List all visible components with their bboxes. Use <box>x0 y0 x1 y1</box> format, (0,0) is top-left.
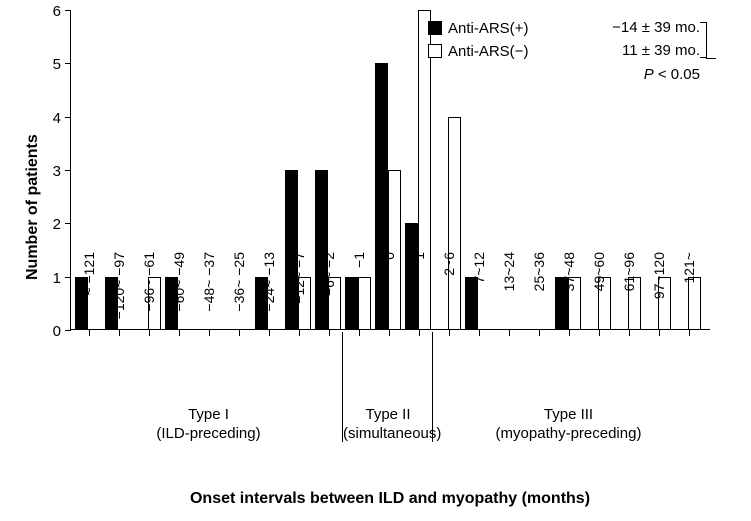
x-tick-label: −36~ −25 <box>231 252 247 342</box>
y-axis-title: Number of patients <box>24 134 42 280</box>
x-tick-label: ~ −121 <box>81 252 97 342</box>
x-tick-label: −12~ −7 <box>291 252 307 342</box>
group-label-line2: (ILD-preceding) <box>74 425 343 444</box>
x-tick-label: −60~ −49 <box>171 252 187 342</box>
stats-block: −14 ± 39 mo. 11 ± 39 mo. P < 0.05 <box>550 16 700 86</box>
y-tick: 0 <box>65 330 71 331</box>
group-label-line1: Type II <box>343 406 433 425</box>
stats-line2: 11 ± 39 mo. <box>550 39 700 62</box>
group-label: Type I(ILD-preceding) <box>74 406 343 444</box>
y-tick: 3 <box>65 170 71 171</box>
x-tick-label: 2~6 <box>441 252 457 342</box>
legend: Anti-ARS(+) Anti-ARS(−) <box>428 20 528 60</box>
y-tick-label: 0 <box>53 323 61 340</box>
x-tick-label: −48~ −37 <box>201 252 217 342</box>
y-tick: 5 <box>65 63 71 64</box>
x-tick-label: 97~120 <box>651 252 667 342</box>
group-label-line1: Type III <box>433 406 704 425</box>
x-tick-label: 7~12 <box>471 252 487 342</box>
group-label-line2: (myopathy-preceding) <box>433 425 704 444</box>
legend-swatch-filled <box>428 21 442 35</box>
y-tick-label: 1 <box>53 270 61 287</box>
group-label: Type III(myopathy-preceding) <box>433 406 704 444</box>
legend-pos-label: Anti-ARS(+) <box>448 20 528 37</box>
x-axis-title: Onset intervals between ILD and myopathy… <box>70 490 710 508</box>
x-tick-label: 25~36 <box>531 252 547 342</box>
y-tick-label: 5 <box>53 56 61 73</box>
x-tick-label: 61~96 <box>621 252 637 342</box>
x-tick-label: 49~60 <box>591 252 607 342</box>
legend-entry-pos: Anti-ARS(+) <box>428 20 528 37</box>
x-tick-label: 37~48 <box>561 252 577 342</box>
y-tick: 6 <box>65 10 71 11</box>
stats-bracket-stem <box>706 58 716 59</box>
x-tick-label: 1 <box>411 252 427 342</box>
x-tick-label: −6~ −2 <box>321 252 337 342</box>
stats-bracket <box>706 22 707 58</box>
group-label: Type II(simultaneous) <box>343 406 433 444</box>
x-tick-label: −96~ −61 <box>141 252 157 342</box>
y-tick-label: 6 <box>53 3 61 20</box>
legend-neg-label: Anti-ARS(−) <box>448 43 528 60</box>
x-tick-label: −1 <box>351 252 367 342</box>
y-tick: 4 <box>65 117 71 118</box>
y-tick-label: 4 <box>53 110 61 127</box>
x-tick-label: 13~24 <box>501 252 517 342</box>
x-tick-label: 121~ <box>681 252 697 342</box>
y-tick: 2 <box>65 223 71 224</box>
y-tick-label: 3 <box>53 163 61 180</box>
y-tick: 1 <box>65 277 71 278</box>
x-tick-label: −24~ −13 <box>261 252 277 342</box>
group-label-line1: Type I <box>74 406 343 425</box>
stats-line3: P < 0.05 <box>550 63 700 86</box>
legend-entry-neg: Anti-ARS(−) <box>428 43 528 60</box>
y-tick-label: 2 <box>53 216 61 233</box>
x-tick-label: −120~ −97 <box>111 252 127 342</box>
legend-swatch-open <box>428 44 442 58</box>
group-label-line2: (simultaneous) <box>343 425 433 444</box>
x-tick-label: 0 <box>381 252 397 342</box>
stats-line1: −14 ± 39 mo. <box>550 16 700 39</box>
